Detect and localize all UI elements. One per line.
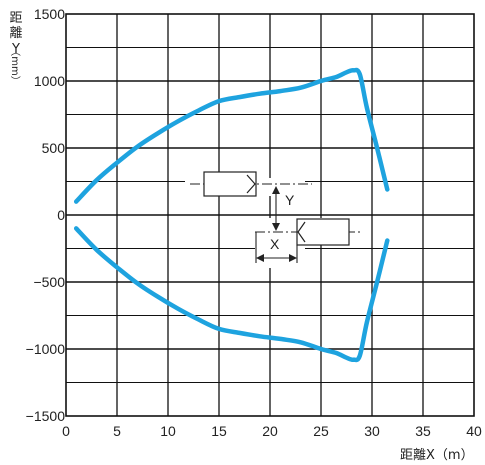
y-tick-labels: −1500 −1000 −500 0 500 1000 1500 — [26, 6, 66, 424]
series-line-lower — [73, 226, 390, 363]
x-arrow-left-icon — [256, 254, 264, 262]
y-tick-label: 500 — [42, 140, 66, 156]
x-tick-label: 20 — [262, 423, 278, 439]
x-tick-label: 25 — [313, 423, 329, 439]
y-axis-title: 距離Y（mm） — [9, 11, 23, 86]
y-tick-label: −500 — [33, 274, 65, 290]
y-axis-title-char: 距 — [9, 11, 22, 26]
x-tick-label: 30 — [364, 423, 380, 439]
x-tick-label: 40 — [466, 423, 482, 439]
y-tick-label: −1000 — [26, 341, 66, 357]
y-axis-title-char: 離 — [9, 26, 22, 41]
series — [73, 67, 390, 363]
lower-sensor-box — [296, 218, 350, 246]
x-tick-label: 10 — [160, 423, 176, 439]
y-marker-label: Y — [285, 192, 295, 208]
y-arrow-down-icon — [272, 223, 280, 231]
y-tick-label: 1500 — [34, 6, 65, 22]
grid — [65, 13, 475, 417]
x-tick-label: 35 — [415, 423, 431, 439]
y-tick-label: 0 — [57, 207, 65, 223]
series-line-upper — [73, 67, 390, 204]
y-axis-title-char: （mm） — [9, 46, 21, 85]
x-axis-title: 距離X（m） — [400, 448, 474, 463]
x-arrow-right-icon — [289, 254, 297, 262]
x-tick-label: 0 — [62, 423, 70, 439]
x-tick-label: 5 — [113, 423, 121, 439]
y-arrow-up-icon — [272, 186, 280, 194]
y-tick-label: −1500 — [26, 408, 66, 424]
upper-sensor-lens — [246, 174, 256, 194]
x-tick-label: 15 — [211, 423, 227, 439]
offset-diagram: Y X — [185, 171, 370, 268]
y-axis-title-char: Y — [11, 42, 20, 57]
lower-sensor-lens — [297, 221, 306, 243]
x-marker-label: X — [270, 236, 280, 252]
y-tick-label: 1000 — [34, 73, 65, 89]
x-tick-labels: 0 5 10 15 20 25 30 35 40 — [62, 423, 482, 439]
